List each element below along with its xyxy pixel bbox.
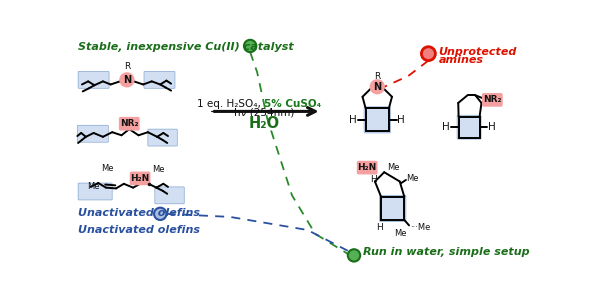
Text: 5% CuSO₄: 5% CuSO₄	[264, 99, 321, 110]
Text: NR₂: NR₂	[120, 119, 139, 128]
Text: Run in water, simple setup: Run in water, simple setup	[364, 247, 530, 257]
Text: Me: Me	[394, 229, 407, 238]
FancyBboxPatch shape	[77, 125, 109, 142]
FancyBboxPatch shape	[130, 172, 150, 185]
FancyBboxPatch shape	[457, 115, 481, 139]
Text: R: R	[124, 62, 130, 71]
Text: NR₂: NR₂	[483, 95, 502, 104]
FancyBboxPatch shape	[155, 187, 184, 204]
Text: N: N	[123, 75, 131, 85]
Text: hν (254nm): hν (254nm)	[234, 108, 294, 118]
FancyBboxPatch shape	[380, 195, 406, 222]
Circle shape	[348, 249, 360, 262]
FancyBboxPatch shape	[482, 94, 502, 106]
Circle shape	[370, 80, 384, 94]
FancyBboxPatch shape	[119, 118, 139, 130]
Text: Me: Me	[101, 164, 114, 173]
Text: Me: Me	[388, 163, 400, 172]
FancyBboxPatch shape	[148, 129, 178, 146]
Circle shape	[154, 208, 166, 220]
Text: H₂N: H₂N	[130, 174, 150, 183]
Text: N: N	[373, 82, 382, 92]
Text: amines: amines	[439, 55, 484, 65]
Text: Unactivated olefins: Unactivated olefins	[78, 225, 200, 235]
Text: 1 eq. H₂SO₄,: 1 eq. H₂SO₄,	[197, 99, 264, 110]
FancyBboxPatch shape	[358, 162, 377, 174]
Text: H: H	[370, 175, 377, 185]
Text: Unactivated olefins: Unactivated olefins	[78, 208, 200, 218]
FancyBboxPatch shape	[78, 183, 112, 200]
Text: H: H	[349, 115, 357, 125]
Circle shape	[244, 40, 256, 52]
Text: R: R	[374, 72, 380, 81]
Text: Me: Me	[88, 181, 100, 191]
Text: Stable, inexpensive Cu(II) catalyst: Stable, inexpensive Cu(II) catalyst	[78, 42, 294, 52]
Text: H: H	[488, 122, 496, 132]
Text: H₂N: H₂N	[358, 163, 377, 172]
Text: Unprotected: Unprotected	[439, 47, 517, 57]
Text: H: H	[376, 223, 383, 232]
Text: H: H	[442, 122, 450, 132]
Circle shape	[120, 73, 134, 87]
Text: Me: Me	[152, 166, 165, 174]
FancyBboxPatch shape	[364, 107, 391, 133]
Text: H: H	[397, 115, 405, 125]
Text: Me: Me	[406, 174, 418, 183]
FancyBboxPatch shape	[144, 71, 175, 88]
Circle shape	[421, 47, 436, 61]
Text: ···Me: ···Me	[410, 223, 431, 232]
Text: H₂O: H₂O	[248, 116, 280, 131]
FancyBboxPatch shape	[78, 71, 109, 88]
